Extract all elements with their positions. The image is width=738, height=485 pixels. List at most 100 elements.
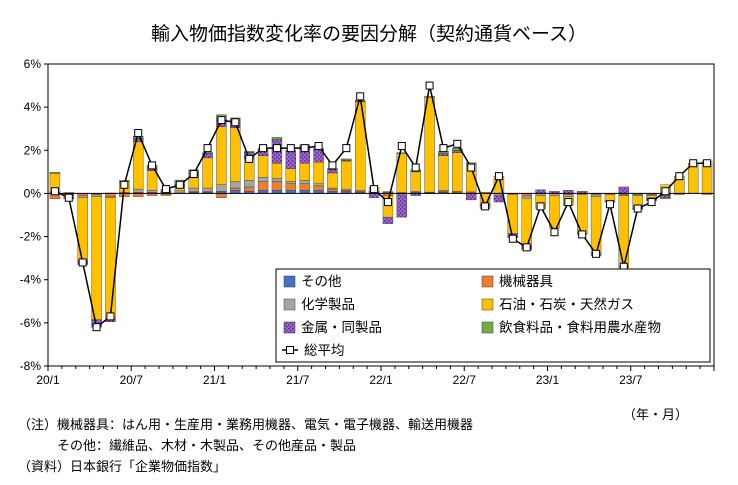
bar-segment-5: [382, 191, 394, 193]
bar-segment-1: [285, 183, 297, 191]
bar-segment-1: [521, 193, 532, 197]
bar-segment-2: [188, 187, 199, 192]
bar-segment-3: [687, 163, 699, 194]
legend-swatch-3: [481, 298, 494, 311]
total-average-marker: [370, 185, 379, 194]
bar-segment-4: [368, 193, 380, 198]
y-tick-label: 6%: [24, 57, 42, 71]
bar-segment-2: [313, 183, 324, 187]
bar-segment-1: [243, 186, 255, 192]
total-average-marker: [259, 144, 268, 153]
total-average-marker: [592, 249, 601, 258]
bar-segment-3: [341, 160, 352, 190]
y-tick-label: -2%: [20, 230, 42, 244]
legend-swatch-4: [283, 321, 296, 334]
bar-segment-3: [160, 194, 172, 196]
bar-segment-2: [91, 194, 102, 197]
bar-segment-4: [535, 189, 546, 194]
total-average-series: [50, 81, 712, 332]
y-tick-label: 4%: [24, 100, 42, 114]
total-average-marker: [411, 163, 420, 172]
legend-swatch-1: [481, 275, 494, 288]
bar-segment-1: [216, 193, 227, 198]
total-average-marker: [425, 81, 434, 90]
bar-segment-3: [604, 194, 616, 202]
y-tick-label: -4%: [20, 273, 42, 287]
bar-segment-4: [285, 151, 297, 169]
y-tick-label: -6%: [20, 316, 42, 330]
legend-swatch-0: [283, 275, 296, 288]
legend-swatch-5: [481, 321, 494, 334]
total-average-marker: [134, 129, 143, 138]
bar-segment-1: [313, 185, 324, 191]
bar-segment-5: [341, 158, 352, 161]
note-line-2: その他：繊維品、木材・木製品、その他産品・製品: [18, 439, 357, 454]
total-average-marker: [175, 180, 184, 189]
x-tick-label: 21/7: [286, 373, 310, 387]
x-tick-label: 22/1: [369, 373, 393, 387]
bar-segment-2: [257, 177, 269, 182]
bar-segment-3: [590, 196, 602, 253]
total-average-marker: [508, 234, 517, 243]
bar-segment-3: [146, 170, 158, 191]
total-average-marker: [439, 144, 448, 153]
note-line-1: （注）機械器具：はん用・生産用・業務用機器、電気・電子機器、輸送用機器: [18, 418, 474, 433]
bar-segment-1: [271, 181, 283, 191]
total-average-marker: [397, 141, 406, 150]
bar-segment-2: [299, 180, 310, 184]
bar-segment-3: [549, 195, 560, 229]
total-average-marker: [675, 172, 684, 181]
source-line: （資料）日本銀行「企業物価指数」: [18, 460, 227, 475]
bar-segment-3: [188, 177, 199, 189]
total-average-marker: [203, 144, 212, 153]
bar-segment-5: [424, 95, 435, 98]
bar-segment-1: [257, 181, 269, 191]
total-average-marker: [467, 163, 476, 172]
legend-label-4: 金属・同製品: [301, 320, 382, 336]
bar-segment-3: [410, 171, 421, 192]
bar-segment-2: [216, 184, 227, 192]
bar-segment-3: [299, 163, 310, 181]
bar-segment-3: [105, 197, 116, 319]
bar-segment-2: [132, 188, 144, 193]
bar-segment-4: [465, 193, 477, 201]
bar-segment-3: [77, 197, 88, 261]
x-tick-label: 23/7: [619, 373, 643, 387]
bar-segment-5: [243, 151, 255, 153]
y-tick-label: 2%: [24, 143, 42, 157]
total-average-marker: [328, 161, 337, 170]
total-average-marker: [161, 185, 170, 194]
total-average-marker: [120, 180, 129, 189]
legend-swatch-2: [283, 298, 296, 311]
legend-label-0: その他: [301, 274, 342, 290]
total-average-marker: [661, 187, 670, 196]
bar-segment-3: [257, 155, 269, 178]
total-average-marker: [494, 172, 503, 181]
bar-segment-5: [271, 137, 283, 140]
total-average-marker: [564, 198, 573, 207]
total-average-marker: [481, 202, 490, 211]
bar-segment-4: [382, 216, 394, 224]
bar-segment-2: [146, 189, 158, 193]
total-average-marker: [50, 187, 59, 196]
bar-segment-2: [521, 195, 532, 199]
bar-segment-2: [243, 180, 255, 188]
total-average-marker: [217, 116, 226, 125]
total-average-marker: [78, 258, 87, 267]
bar-segment-4: [618, 186, 630, 194]
legend-label-2: 化学製品: [301, 297, 355, 313]
total-average-marker: [453, 139, 462, 148]
bar-segment-2: [230, 181, 241, 189]
bar-segment-3: [452, 152, 463, 192]
bar-segment-3: [285, 168, 297, 182]
total-average-marker: [605, 200, 614, 209]
x-axis: 20/1 20/7 21/1 21/7 22/1 22/7 23/1 23/7: [36, 366, 715, 387]
chart-title: 輸入物価指数変化率の要因分解（契約通貨ベース）: [151, 23, 587, 45]
bar-segment-3: [91, 196, 102, 320]
total-average-marker: [536, 202, 545, 211]
legend-label-3: 石油・石炭・天然ガス: [499, 296, 634, 313]
bar-segment-2: [590, 194, 602, 197]
total-average-marker: [522, 243, 531, 252]
